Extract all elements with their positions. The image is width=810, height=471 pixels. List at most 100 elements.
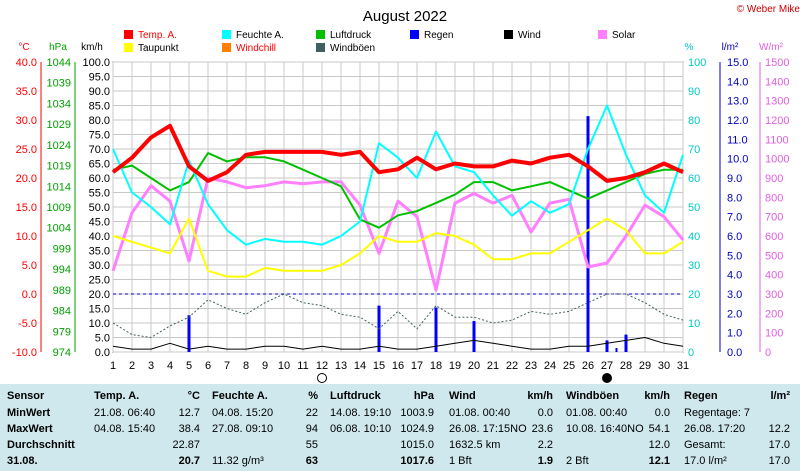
- solar-tick-label: 300: [765, 289, 783, 301]
- x-tick-label: 1: [110, 360, 116, 372]
- rain-tick-label: 0.0: [727, 347, 742, 359]
- legend-swatch: [316, 43, 325, 52]
- wind-time: 1632.5 km: [449, 439, 501, 451]
- legend-label: Solar: [612, 30, 636, 41]
- wind-tick-label: 30.0: [89, 260, 110, 272]
- legend-label: Luftdruck: [330, 30, 372, 41]
- pressure-tick-label: 1004: [47, 223, 71, 235]
- x-tick-label: 12: [316, 360, 328, 372]
- humidity-tick-label: 0: [688, 347, 694, 359]
- temp-value: 12.7: [178, 407, 200, 419]
- wind-value: 2.2: [537, 439, 553, 451]
- wind-value: 0.0: [537, 407, 553, 419]
- solar-tick-label: 1200: [765, 115, 789, 127]
- temp-axis-label: °C: [18, 42, 29, 53]
- rain-label: 17.0 l/m²: [684, 455, 727, 467]
- rain-tick-label: 8.0: [727, 192, 742, 204]
- legend-label: Feuchte A.: [236, 30, 284, 41]
- weather-chart: August 2022 © Weber Mike Temp. A. Feuchte…: [12, 4, 800, 383]
- solar-tick-label: 700: [765, 212, 783, 224]
- x-tick-label: 30: [658, 360, 670, 372]
- full-moon-icon: [317, 373, 327, 383]
- wind-tick-label: 60.0: [89, 173, 110, 185]
- rain-bar: [472, 321, 476, 352]
- wind-tick-label: 10.0: [89, 318, 110, 330]
- pressure-tick-label: 1024: [47, 140, 71, 152]
- humidity-value: 22: [305, 407, 318, 419]
- wind-axis-label: km/h: [81, 42, 103, 53]
- rain-label: Gesamt:: [684, 439, 726, 451]
- temp-tick-label: 0.0: [22, 289, 37, 301]
- rain-value: 17.0: [768, 439, 790, 451]
- wind-tick-label: 65.0: [89, 159, 110, 171]
- wind-tick-label: 100.0: [82, 57, 110, 69]
- series-line-taupunkt: [112, 217, 684, 278]
- solar-tick-label: 1500: [765, 57, 789, 69]
- legend-label: Wind: [518, 30, 541, 41]
- x-tick-label: 17: [411, 360, 423, 372]
- rain-tick-label: 4.0: [727, 270, 742, 282]
- wind-tick-label: 85.0: [89, 101, 110, 113]
- pressure-tick-label: 999: [53, 243, 71, 255]
- wind-time: 1 Bft: [449, 455, 472, 467]
- wind-tick-label: 20.0: [89, 289, 110, 301]
- rain-tick-label: 7.0: [727, 212, 742, 224]
- data-series: [111, 104, 685, 352]
- rain-bar: [187, 315, 191, 352]
- x-tick-label: 2: [129, 360, 135, 372]
- x-tick-label: 7: [224, 360, 230, 372]
- wind-time: 01.08. 00:40: [449, 407, 511, 419]
- humidity-tick-label: 40: [688, 231, 700, 243]
- x-tick-label: 20: [468, 360, 480, 372]
- solar-tick-label: 1400: [765, 76, 789, 88]
- series-line-temp-a: [111, 123, 684, 183]
- legend-swatch: [598, 30, 607, 39]
- header-rain: Regen: [684, 390, 718, 402]
- wind-tick-label: 45.0: [89, 217, 110, 229]
- x-tick-label: 11: [297, 360, 308, 372]
- rain-mark: [615, 348, 618, 352]
- gust-time: 10.08. 16:40NO: [566, 423, 644, 435]
- solar-tick-label: 100: [765, 328, 783, 340]
- pressure-tick-label: 1019: [47, 161, 71, 173]
- header-rain-unit: l/m²: [770, 390, 790, 402]
- rain-bar: [624, 334, 628, 352]
- x-tick-label: 10: [278, 360, 290, 372]
- legend-label: Windböen: [330, 43, 375, 54]
- chart-title: August 2022: [363, 8, 447, 25]
- legend-label: Taupunkt: [138, 43, 179, 54]
- pressure-value: 1015.0: [400, 439, 434, 451]
- humidity-tick-label: 100: [688, 57, 706, 69]
- pressure-tick-label: 1044: [47, 57, 71, 69]
- wind-tick-label: 90.0: [89, 86, 110, 98]
- rain-tick-label: 3.0: [727, 289, 742, 301]
- pressure-axis-label: hPa: [49, 42, 67, 53]
- header-wind: Wind: [449, 390, 476, 402]
- statistics-table: Sensor Temp. A. °C Feuchte A.% Luftdruck hPa W…: [0, 384, 800, 471]
- legend-swatch: [222, 30, 231, 39]
- humidity-tick-label: 50: [688, 202, 700, 214]
- header-gust: Windböen: [566, 390, 620, 402]
- header-wind-unit: km/h: [527, 390, 553, 402]
- gust-value: 12.1: [648, 455, 670, 467]
- x-tick-label: 16: [392, 360, 404, 372]
- temp-tick-label: 25.0: [16, 144, 37, 156]
- pressure-value: 1017.6: [400, 455, 434, 467]
- x-tick-label: 22: [506, 360, 518, 372]
- x-tick-label: 19: [449, 360, 461, 372]
- solar-tick-label: 900: [765, 173, 783, 185]
- wind-value: 1.9: [537, 455, 553, 467]
- temp-time: 21.08. 06:40: [94, 407, 156, 419]
- pressure-tick-label: 1029: [47, 119, 71, 131]
- humidity-tick-label: 30: [688, 260, 700, 272]
- solar-tick-label: 800: [765, 192, 783, 204]
- rain-tick-label: 6.0: [727, 231, 742, 243]
- row-label: MaxWert: [7, 423, 53, 435]
- rain-bar: [605, 340, 609, 352]
- legend-swatch: [410, 30, 419, 39]
- x-tick-label: 25: [563, 360, 575, 372]
- series-line-solar: [111, 176, 685, 292]
- gust-value: 54.1: [648, 423, 670, 435]
- x-tick-label: 5: [186, 360, 192, 372]
- rain-tick-label: 5.0: [727, 250, 742, 262]
